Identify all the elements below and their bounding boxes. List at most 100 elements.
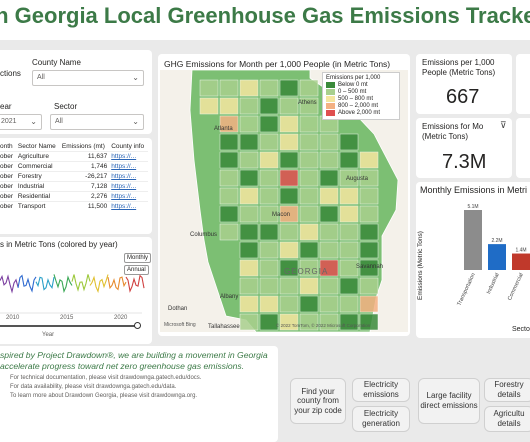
county-shape[interactable]: [239, 151, 259, 169]
county-shape[interactable]: [199, 79, 219, 97]
county-shape[interactable]: [279, 259, 299, 277]
county-shape[interactable]: [359, 223, 379, 241]
county-shape[interactable]: [259, 79, 279, 97]
county-shape[interactable]: [279, 223, 299, 241]
county-shape[interactable]: [299, 277, 319, 295]
county-shape[interactable]: [239, 259, 259, 277]
county-shape[interactable]: [319, 241, 339, 259]
county-shape[interactable]: [239, 169, 259, 187]
georgia-map[interactable]: Emissions per 1,000 Below 0 mt 0 – 500 m…: [160, 69, 408, 333]
county-shape[interactable]: [239, 187, 259, 205]
county-shape[interactable]: [319, 151, 339, 169]
county-shape[interactable]: [259, 313, 279, 331]
county-shape[interactable]: [259, 151, 279, 169]
col-month[interactable]: onth: [0, 143, 13, 150]
find-county-button[interactable]: Find your county from your zip code: [290, 378, 346, 424]
county-shape[interactable]: [299, 133, 319, 151]
county-shape[interactable]: [259, 133, 279, 151]
county-shape[interactable]: [279, 295, 299, 313]
county-shape[interactable]: [239, 205, 259, 223]
county-shape[interactable]: [339, 169, 359, 187]
county-shape[interactable]: [239, 241, 259, 259]
footer-doc-line[interactable]: For technical documentation, please visi…: [10, 375, 202, 381]
county-shape[interactable]: [339, 205, 359, 223]
slider-handle[interactable]: [134, 322, 141, 329]
annual-toggle[interactable]: Annual: [124, 265, 149, 275]
county-shape[interactable]: [299, 151, 319, 169]
county-shape[interactable]: [359, 151, 379, 169]
sector-dropdown[interactable]: All ⌄: [50, 114, 144, 130]
county-shape[interactable]: [359, 241, 379, 259]
bar-commercial[interactable]: [512, 253, 530, 270]
county-shape[interactable]: [259, 295, 279, 313]
county-shape[interactable]: [339, 223, 359, 241]
county-shape[interactable]: [319, 133, 339, 151]
county-shape[interactable]: [299, 187, 319, 205]
county-shape[interactable]: [259, 97, 279, 115]
county-shape[interactable]: [299, 259, 319, 277]
county-shape[interactable]: [319, 295, 339, 313]
county-shape[interactable]: [359, 313, 379, 331]
county-shape[interactable]: [279, 313, 299, 331]
county-shape[interactable]: [359, 205, 379, 223]
county-shape[interactable]: [359, 259, 379, 277]
county-shape[interactable]: [279, 133, 299, 151]
county-link[interactable]: https://...: [109, 151, 148, 162]
county-shape[interactable]: [319, 223, 339, 241]
county-shape[interactable]: [319, 205, 339, 223]
electricity-generation-button[interactable]: Electricity generation: [352, 406, 410, 432]
county-shape[interactable]: [299, 169, 319, 187]
county-shape[interactable]: [199, 97, 219, 115]
county-shape[interactable]: [219, 187, 239, 205]
county-shape[interactable]: [279, 241, 299, 259]
county-shape[interactable]: [239, 295, 259, 313]
county-link[interactable]: https://...: [109, 201, 148, 211]
county-shape[interactable]: [299, 313, 319, 331]
county-shape[interactable]: [239, 97, 259, 115]
county-shape[interactable]: [339, 277, 359, 295]
county-shape[interactable]: [299, 115, 319, 133]
time-slider[interactable]: [0, 325, 138, 327]
county-shape[interactable]: [279, 205, 299, 223]
county-shape[interactable]: [219, 115, 239, 133]
county-shape[interactable]: [299, 241, 319, 259]
county-shape[interactable]: [299, 205, 319, 223]
county-shape[interactable]: [279, 97, 299, 115]
county-shape[interactable]: [219, 79, 239, 97]
county-shape[interactable]: [319, 169, 339, 187]
county-shape[interactable]: [339, 295, 359, 313]
county-shape[interactable]: [259, 277, 279, 295]
county-shape[interactable]: [259, 259, 279, 277]
county-shape[interactable]: [299, 79, 319, 97]
agriculture-details-button[interactable]: Agricultu details: [484, 406, 530, 432]
county-shape[interactable]: [239, 223, 259, 241]
county-shape[interactable]: [219, 97, 239, 115]
county-shape[interactable]: [279, 115, 299, 133]
county-shape[interactable]: [359, 169, 379, 187]
monthly-toggle[interactable]: Monthly: [124, 253, 152, 263]
county-shape[interactable]: [279, 277, 299, 295]
footer-learn-line[interactable]: To learn more about Drawdown Georgia, pl…: [10, 393, 198, 399]
county-shape[interactable]: [259, 187, 279, 205]
county-shape[interactable]: [219, 133, 239, 151]
county-shape[interactable]: [339, 241, 359, 259]
county-shape[interactable]: [259, 169, 279, 187]
bar-industrial[interactable]: [488, 244, 506, 270]
county-link[interactable]: https://...: [109, 181, 148, 192]
county-dropdown[interactable]: All ⌄: [32, 70, 144, 86]
year-dropdown[interactable]: 2021 ⌄: [0, 114, 42, 130]
county-shape[interactable]: [279, 79, 299, 97]
county-shape[interactable]: [219, 169, 239, 187]
county-shape[interactable]: [299, 223, 319, 241]
col-sector[interactable]: Sector Name: [17, 143, 56, 150]
county-shape[interactable]: [339, 187, 359, 205]
county-shape[interactable]: [339, 259, 359, 277]
county-shape[interactable]: [339, 313, 359, 331]
county-shape[interactable]: [359, 187, 379, 205]
county-shape[interactable]: [339, 151, 359, 169]
county-shape[interactable]: [219, 205, 239, 223]
county-link[interactable]: https://...: [109, 191, 148, 202]
county-shape[interactable]: [279, 169, 299, 187]
county-shape[interactable]: [219, 151, 239, 169]
col-emissions[interactable]: Emissions (mt): [61, 143, 105, 150]
